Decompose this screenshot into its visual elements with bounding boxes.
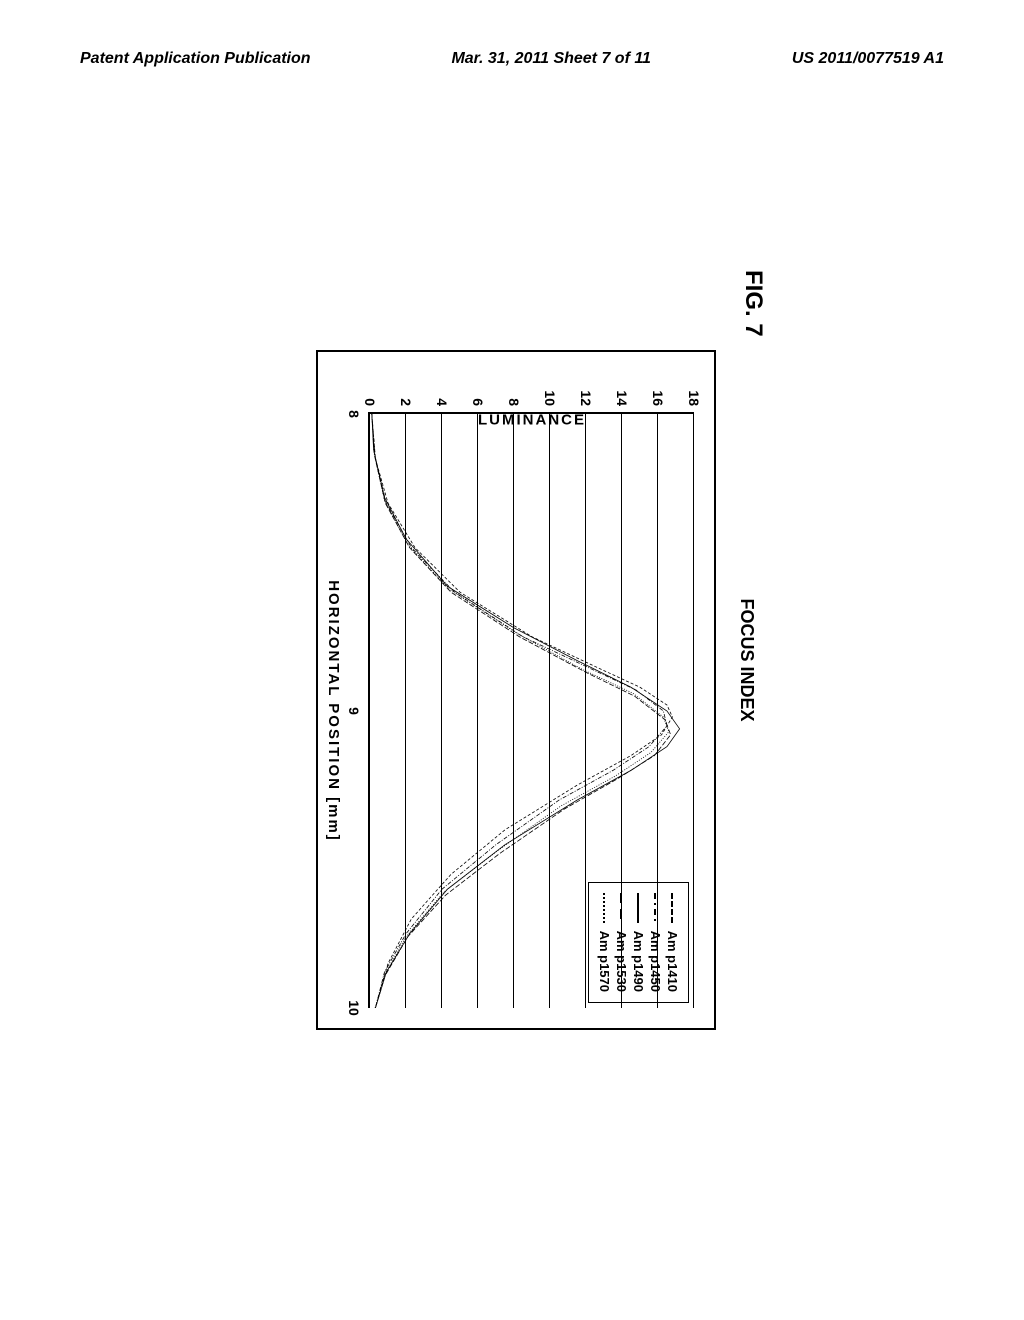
chart-box: LUMINANCE HORIZONTAL POSITION [mm] Am p1… [316,350,716,1030]
legend-line-icon [638,893,640,923]
gridline-h [405,414,406,1008]
gridline-h [477,414,478,1008]
legend-label: Am p1450 [648,931,663,992]
figure-container: FIG. 7 FOCUS INDEX LUMINANCE HORIZONTAL … [237,300,787,1020]
legend-label: Am p1570 [597,931,612,992]
y-tick-label: 6 [470,398,486,406]
y-tick-label: 8 [506,398,522,406]
y-tick-label: 4 [434,398,450,406]
legend-line-icon [672,893,674,923]
gridline-h [621,414,622,1008]
legend-item: Am p1410 [665,893,680,992]
x-tick-label: 8 [346,410,362,418]
gridline-h [693,414,694,1008]
gridline-h [513,414,514,1008]
legend-item: Am p1450 [648,893,663,992]
gridline-h [585,414,586,1008]
y-tick-label: 2 [398,398,414,406]
legend-label: Am p1410 [665,931,680,992]
x-tick-label: 10 [346,1000,362,1016]
legend: Am p1410Am p1450Am p1490Am p1530Am p1570 [588,882,689,1003]
x-axis-label: HORIZONTAL POSITION [mm] [325,580,342,842]
header-left: Patent Application Publication [80,50,311,68]
y-tick-label: 14 [614,390,630,406]
chart-title: FOCUS INDEX [736,300,757,1020]
legend-label: Am p1490 [631,931,646,992]
legend-item: Am p1570 [597,893,612,992]
y-tick-label: 10 [542,390,558,406]
gridline-h [549,414,550,1008]
header-right: US 2011/0077519 A1 [792,50,944,68]
y-tick-label: 18 [686,390,702,406]
plot-area: LUMINANCE HORIZONTAL POSITION [mm] Am p1… [368,412,694,1008]
figure-label: FIG. 7 [739,270,767,337]
x-tick-label: 9 [346,707,362,715]
legend-item: Am p1490 [631,893,646,992]
gridline-h [657,414,658,1008]
y-tick-label: 0 [362,398,378,406]
y-tick-label: 12 [578,390,594,406]
legend-line-icon [604,893,606,923]
gridline-h [441,414,442,1008]
y-tick-label: 16 [650,390,666,406]
header-center: Mar. 31, 2011 Sheet 7 of 11 [451,50,651,68]
